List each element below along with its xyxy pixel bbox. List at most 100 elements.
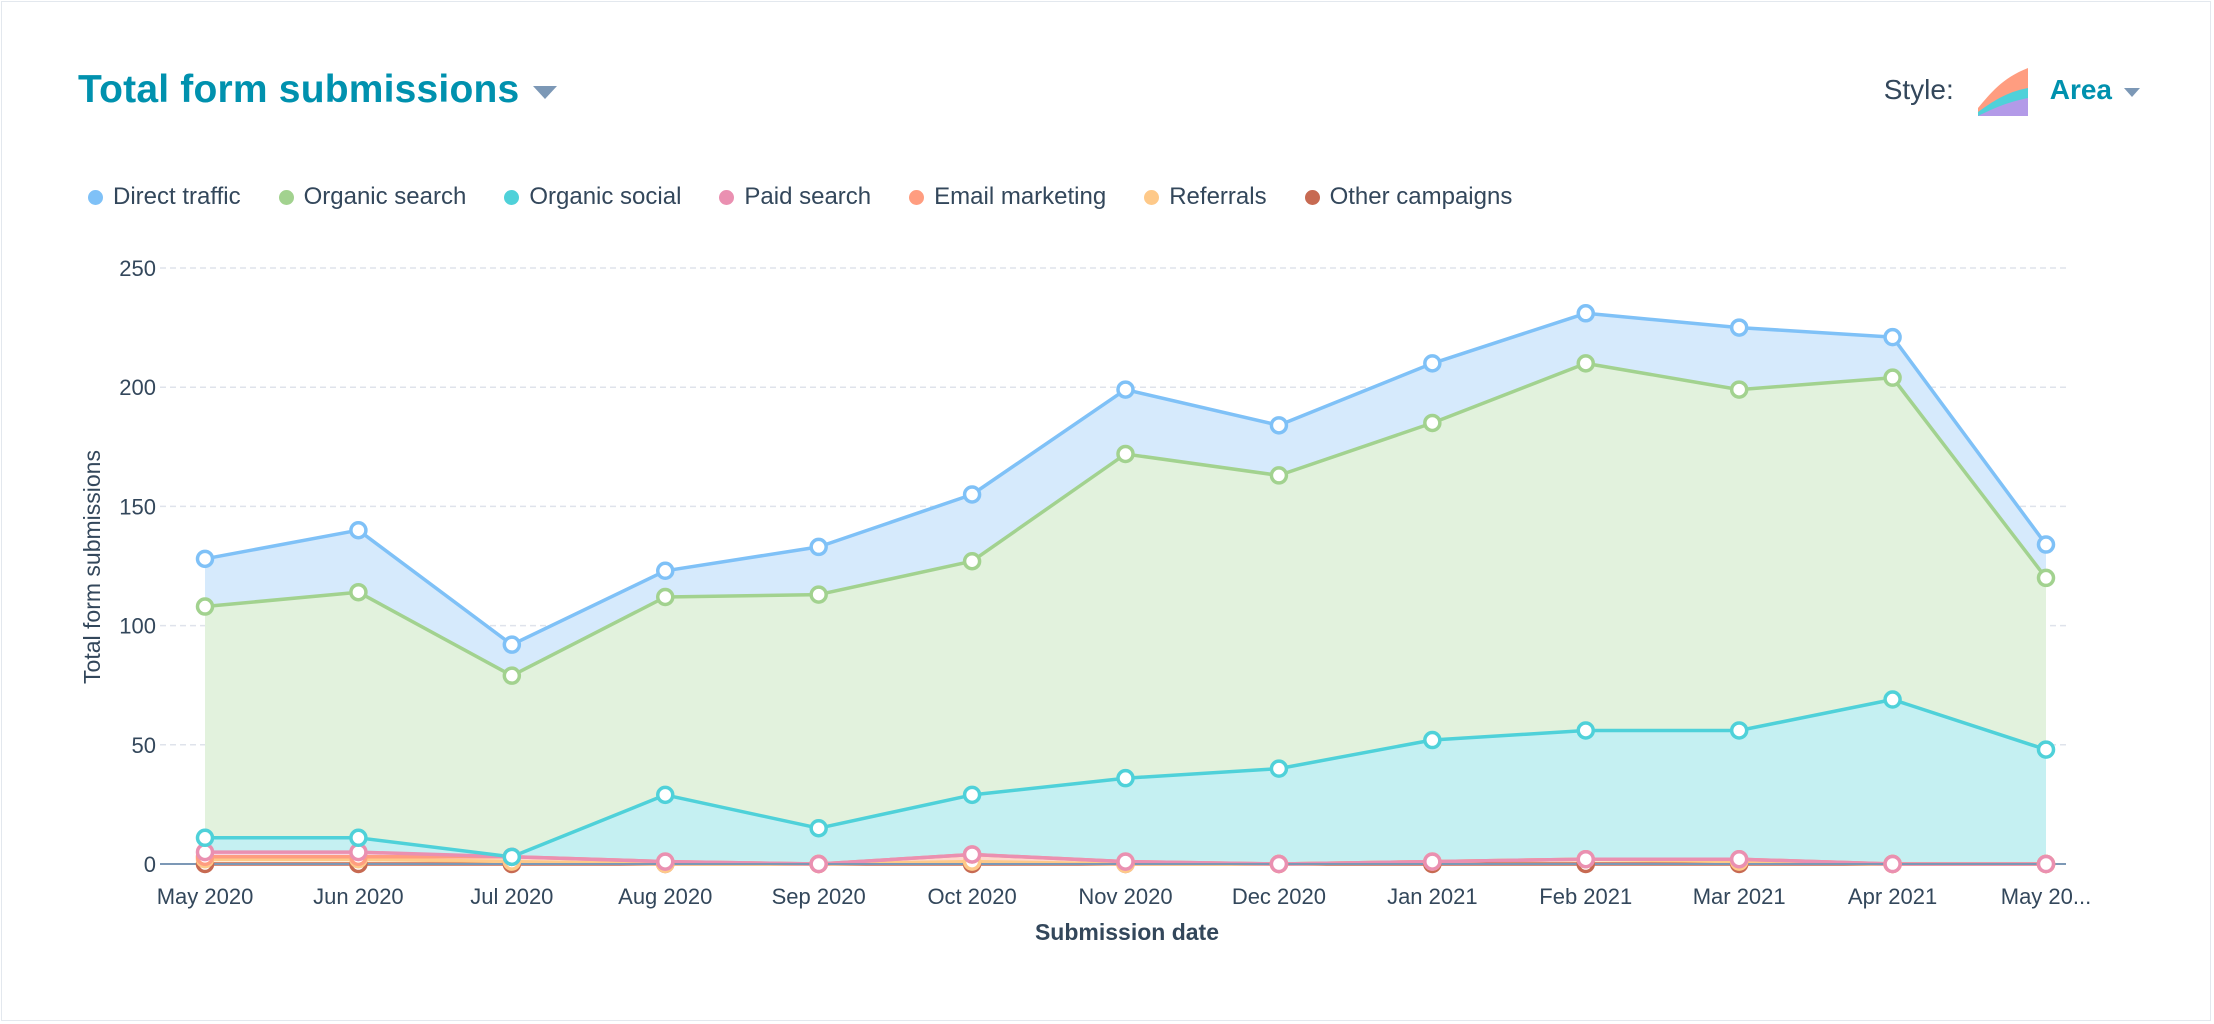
legend-label: Organic social <box>529 183 682 210</box>
data-point <box>2036 535 2056 554</box>
data-point <box>962 485 982 504</box>
data-point <box>809 854 828 874</box>
chevron-down-icon[interactable] <box>533 85 558 99</box>
y-axis-title: Total form submissions <box>79 450 105 684</box>
legend-marker <box>88 189 103 205</box>
legend-item-organic-search[interactable]: Organic search <box>278 183 467 211</box>
data-point <box>1729 318 1749 337</box>
area-chart-icon <box>1977 68 2028 116</box>
legend-label: Referrals <box>1169 183 1267 210</box>
data-point <box>1116 380 1135 399</box>
data-point <box>2036 568 2056 588</box>
data-point <box>962 551 982 571</box>
legend-label: Email marketing <box>934 183 1107 210</box>
data-point <box>656 852 675 871</box>
y-tick-label: 200 <box>119 375 156 400</box>
data-point <box>962 785 982 805</box>
data-point <box>2036 854 2056 874</box>
data-point <box>1269 416 1289 435</box>
x-tick-label: Sep 2020 <box>772 884 866 909</box>
x-tick-label: May 20... <box>2001 884 2091 909</box>
report-title: Total form submissions <box>78 68 520 111</box>
data-point <box>195 549 215 569</box>
data-point <box>1423 730 1442 750</box>
data-point <box>1423 413 1442 433</box>
data-point <box>195 828 215 848</box>
data-point <box>656 587 675 607</box>
legend-marker <box>909 189 925 205</box>
data-point <box>1269 759 1289 778</box>
data-point <box>1883 690 1902 709</box>
report-title-dropdown[interactable]: Total form submissions <box>78 68 558 112</box>
data-point <box>1116 852 1135 871</box>
data-point <box>1576 304 1595 323</box>
x-tick-label: Mar 2021 <box>1693 884 1786 909</box>
x-tick-label: Aug 2020 <box>618 884 712 909</box>
chevron-down-icon[interactable] <box>2124 87 2140 97</box>
data-point <box>656 785 675 805</box>
legend-item-direct-traffic[interactable]: Direct traffic <box>88 183 241 211</box>
legend-item-email-marketing[interactable]: Email marketing <box>909 183 1106 211</box>
chart-style-selector[interactable]: Style: Area <box>1884 64 2140 116</box>
legend-item-paid-search[interactable]: Paid search <box>719 183 871 211</box>
data-point <box>349 520 368 540</box>
y-tick-label: 50 <box>132 733 156 758</box>
style-label: Style: <box>1883 74 1954 105</box>
x-tick-label: Jul 2020 <box>470 884 553 909</box>
data-point <box>1883 854 1902 874</box>
x-tick-label: Jan 2021 <box>1387 884 1478 909</box>
data-point <box>502 666 522 685</box>
x-tick-label: Nov 2020 <box>1078 884 1172 909</box>
legend-marker <box>1304 189 1320 205</box>
data-point <box>656 561 675 581</box>
data-point <box>1729 849 1749 869</box>
data-point <box>1576 354 1595 373</box>
x-tick-label: Jun 2020 <box>313 884 404 909</box>
legend-marker <box>504 189 520 205</box>
legend-label: Direct traffic <box>113 183 241 210</box>
y-tick-label: 250 <box>119 256 156 281</box>
y-tick-label: 0 <box>144 852 156 877</box>
legend-marker <box>719 189 735 205</box>
data-point <box>502 847 522 867</box>
data-point <box>1269 466 1289 485</box>
data-point <box>195 597 215 616</box>
legend-item-referrals[interactable]: Referrals <box>1144 183 1267 211</box>
legend-marker <box>278 189 294 205</box>
style-value[interactable]: Area <box>2049 74 2112 105</box>
data-point <box>1116 444 1135 464</box>
y-tick-label: 150 <box>119 494 156 519</box>
data-point <box>349 582 368 602</box>
legend-label: Paid search <box>744 183 872 210</box>
legend-marker <box>1144 189 1160 205</box>
x-tick-label: Dec 2020 <box>1232 884 1326 909</box>
legend-label: Other campaigns <box>1329 183 1513 210</box>
data-point <box>349 828 368 848</box>
legend-label: Organic search <box>303 183 467 210</box>
y-tick-label: 100 <box>119 614 156 639</box>
x-tick-label: Oct 2020 <box>927 884 1016 909</box>
data-point <box>809 537 828 557</box>
x-axis-title: Submission date <box>1035 919 1219 945</box>
data-point <box>502 635 522 654</box>
legend-item-other-campaigns[interactable]: Other campaigns <box>1304 183 1513 211</box>
legend-item-organic-social[interactable]: Organic social <box>504 183 681 211</box>
data-point <box>809 818 828 838</box>
data-point <box>1883 327 1902 347</box>
data-point <box>2036 740 2056 759</box>
data-point <box>962 845 982 864</box>
data-point <box>809 585 828 604</box>
x-tick-label: May 2020 <box>157 884 254 909</box>
area-direct-traffic <box>205 313 2046 676</box>
data-point <box>1423 354 1442 373</box>
data-point <box>1269 854 1289 874</box>
data-point <box>1729 721 1749 740</box>
data-point <box>1116 768 1135 788</box>
x-tick-label: Feb 2021 <box>1539 884 1632 909</box>
x-tick-label: Apr 2021 <box>1848 884 1937 909</box>
data-point <box>1423 852 1442 871</box>
area-organic-search <box>205 363 2046 857</box>
data-point <box>1729 380 1749 399</box>
